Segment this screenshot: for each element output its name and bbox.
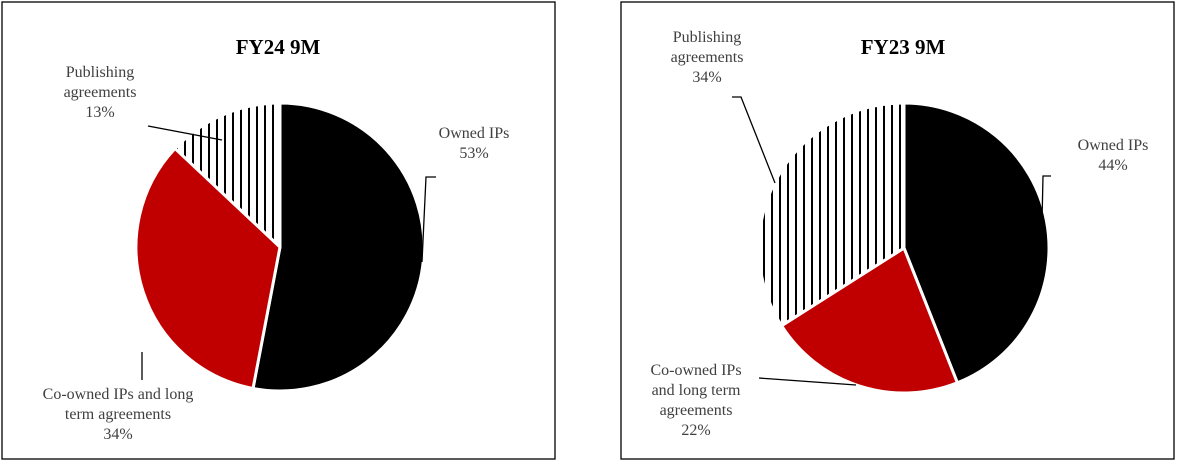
slice-label-line: Owned IPs	[439, 125, 510, 142]
slice-label-line: 44%	[1098, 157, 1127, 174]
slice-label-line: 53%	[459, 145, 488, 162]
pie-slice-owned	[251, 101, 426, 393]
pie-chart-fy24: FY24 9M Owned IPs 53% Co-owned IPs and lon…	[1, 1, 556, 460]
chart-fy24: FY24 9M Owned IPs 53% Co-owned IPs and lon…	[0, 0, 558, 463]
slice-label-line: Co-owned IPs	[650, 362, 741, 379]
pie-slice-coowned	[780, 246, 959, 395]
leader-line-owned	[421, 176, 436, 263]
slice-label-line: agreements	[671, 49, 744, 66]
slice-label-line: 34%	[692, 69, 721, 86]
chart-fy23: FY23 9M Owned IPs 44% Co-owned IPs and long…	[619, 0, 1177, 463]
pie-chart-fy23: FY23 9M Owned IPs 44% Co-owned IPs and long…	[620, 1, 1175, 460]
pie-slice-owned	[902, 101, 1051, 385]
slice-label-coowned: Co-owned IPs and long term agreements 22%	[650, 362, 741, 439]
chart-title: FY24 9M	[236, 35, 321, 59]
slice-labels: Owned IPs 44% Co-owned IPs and long term agr…	[650, 29, 1148, 439]
slice-label-owned: Owned IPs 53%	[439, 125, 510, 162]
slice-label-publishing: Publishing agreements 13%	[64, 64, 137, 121]
chart-title: FY23 9M	[861, 35, 946, 59]
pie-slices	[757, 101, 1051, 395]
leader-line-owned	[1041, 175, 1051, 223]
slice-label-owned: Owned IPs 44%	[1078, 137, 1149, 174]
pie-slices	[134, 101, 426, 393]
leader-line-publishing	[732, 96, 776, 184]
slice-label-coowned: Co-owned IPs and long term agreements 34%	[43, 386, 194, 443]
slice-label-line: Publishing	[66, 64, 134, 81]
slice-label-line: Co-owned IPs and long	[43, 386, 194, 403]
slice-label-line: agreements	[660, 402, 733, 419]
slice-label-line: and long term	[652, 382, 741, 399]
slice-label-line: Publishing	[673, 29, 741, 46]
leader-line-coowned	[758, 377, 857, 386]
slice-label-line: agreements	[64, 84, 137, 101]
slice-label-line: Owned IPs	[1078, 137, 1149, 154]
pie-slice-publishing	[173, 101, 282, 249]
pie-slice-publishing	[757, 101, 906, 328]
pie-slice-coowned	[134, 146, 282, 390]
slice-label-line: 22%	[681, 422, 710, 439]
slice-label-line: 34%	[103, 426, 132, 443]
slice-label-line: 13%	[85, 104, 114, 121]
slice-label-publishing: Publishing agreements 34%	[671, 29, 744, 86]
slice-labels: Owned IPs 53% Co-owned IPs and long term ag…	[43, 64, 510, 443]
leader-line-publishing	[147, 125, 223, 141]
slice-label-line: term agreements	[65, 406, 171, 423]
